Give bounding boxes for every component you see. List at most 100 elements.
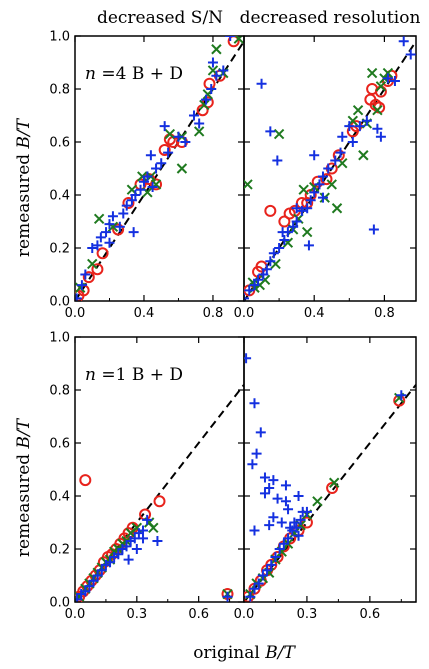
plus-point bbox=[382, 73, 393, 84]
plus-point bbox=[206, 84, 217, 94]
plus-point bbox=[265, 126, 276, 137]
plus-point bbox=[256, 78, 267, 89]
cross-point bbox=[352, 104, 364, 116]
plus-point bbox=[95, 232, 106, 243]
panel-annotation: n =4 B + D bbox=[85, 64, 183, 84]
plus-point bbox=[277, 227, 288, 238]
plus-point bbox=[118, 208, 129, 219]
plus-point bbox=[201, 94, 212, 105]
y-axis-label-top: remeasured B/T bbox=[14, 117, 34, 257]
col-title-left: decreased S/N bbox=[97, 8, 223, 28]
col-title-right: decreased resolution bbox=[240, 8, 421, 28]
plus-point bbox=[255, 427, 266, 438]
y-tick-label: 0.2 bbox=[49, 242, 70, 257]
plus-point bbox=[268, 248, 279, 259]
plus-point bbox=[330, 155, 341, 166]
panel-annotation: n =1 B + D bbox=[85, 365, 183, 385]
plus-point bbox=[128, 227, 139, 238]
y-tick-label: 0.0 bbox=[49, 596, 70, 611]
plus-point bbox=[107, 211, 118, 222]
x-tick-label: 0.3 bbox=[297, 607, 318, 622]
plus-point bbox=[253, 578, 264, 589]
circle-point bbox=[96, 247, 109, 260]
plus-point bbox=[261, 264, 272, 275]
circle-point bbox=[158, 143, 171, 156]
plus-point bbox=[245, 591, 256, 602]
plus-point bbox=[180, 137, 191, 147]
plus-point bbox=[151, 163, 162, 174]
plus-point bbox=[145, 150, 156, 161]
plus-point bbox=[75, 594, 83, 602]
plus-point bbox=[211, 70, 222, 81]
x-tick-label: 0.3 bbox=[126, 607, 147, 622]
plus-point bbox=[142, 514, 153, 525]
plus-point bbox=[87, 243, 98, 253]
plus-point bbox=[104, 237, 115, 248]
plus-point bbox=[259, 488, 270, 499]
plus-point bbox=[138, 533, 149, 544]
plus-point bbox=[249, 525, 260, 536]
plus-point bbox=[101, 227, 112, 238]
plus-point bbox=[262, 565, 273, 576]
plus-point bbox=[207, 57, 218, 68]
plus-point bbox=[251, 448, 262, 459]
cross-point bbox=[328, 477, 340, 488]
panel-frame bbox=[243, 336, 417, 603]
plus-point bbox=[317, 171, 328, 182]
plus-point bbox=[121, 200, 132, 211]
cross-point bbox=[331, 203, 343, 214]
plus-point bbox=[344, 121, 355, 132]
plus-point bbox=[96, 565, 107, 576]
plus-point bbox=[280, 480, 291, 491]
plus-point bbox=[104, 219, 115, 230]
plus-point bbox=[389, 76, 400, 87]
circle-point bbox=[112, 223, 125, 236]
circle-point bbox=[153, 495, 166, 508]
plus-point bbox=[405, 49, 416, 60]
plus-point bbox=[84, 581, 95, 592]
plus-point bbox=[295, 514, 306, 525]
plus-point bbox=[218, 65, 229, 76]
plus-point bbox=[264, 483, 275, 494]
circle-point bbox=[91, 263, 104, 276]
plot-area bbox=[75, 384, 244, 602]
plus-point bbox=[375, 131, 386, 142]
y-tick-label: 0.4 bbox=[49, 189, 70, 204]
plus-point bbox=[249, 398, 260, 409]
circle-point bbox=[122, 196, 135, 209]
y-tick-label: 0.6 bbox=[49, 136, 70, 151]
plus-point bbox=[301, 506, 312, 517]
y-tick-label: 0.8 bbox=[49, 83, 70, 98]
y-tick-label: 0.2 bbox=[49, 543, 70, 558]
plus-point bbox=[293, 530, 304, 541]
circle-point bbox=[82, 271, 95, 284]
cross-point bbox=[199, 99, 210, 111]
y-tick-label: 0.0 bbox=[49, 295, 70, 310]
plus-point bbox=[247, 459, 258, 470]
plus-point bbox=[80, 586, 91, 597]
plus-point bbox=[76, 280, 87, 291]
plus-point bbox=[323, 163, 334, 174]
panel-top-right: 0.0 0.4 0.8 bbox=[234, 35, 417, 321]
cross-point bbox=[148, 522, 159, 534]
plus-point bbox=[291, 203, 302, 214]
plus-point bbox=[225, 36, 236, 41]
circle-point bbox=[150, 178, 163, 191]
plus-point bbox=[289, 517, 300, 528]
plus-point bbox=[258, 269, 269, 280]
plus-point bbox=[194, 118, 205, 129]
y-tick-label: 1.0 bbox=[49, 331, 70, 346]
plus-point bbox=[156, 158, 167, 169]
x-tick-label: 0.4 bbox=[134, 306, 155, 321]
cross-point bbox=[193, 126, 205, 137]
plus-point bbox=[92, 570, 103, 581]
x-tick-label: 0.0 bbox=[234, 607, 255, 622]
cross-point bbox=[244, 179, 253, 190]
plot-area bbox=[244, 36, 416, 301]
cross-point bbox=[298, 184, 309, 195]
plus-point bbox=[314, 179, 325, 190]
plus-point bbox=[372, 123, 383, 134]
y-tick-label: 1.0 bbox=[49, 30, 70, 45]
plus-point bbox=[253, 274, 264, 285]
